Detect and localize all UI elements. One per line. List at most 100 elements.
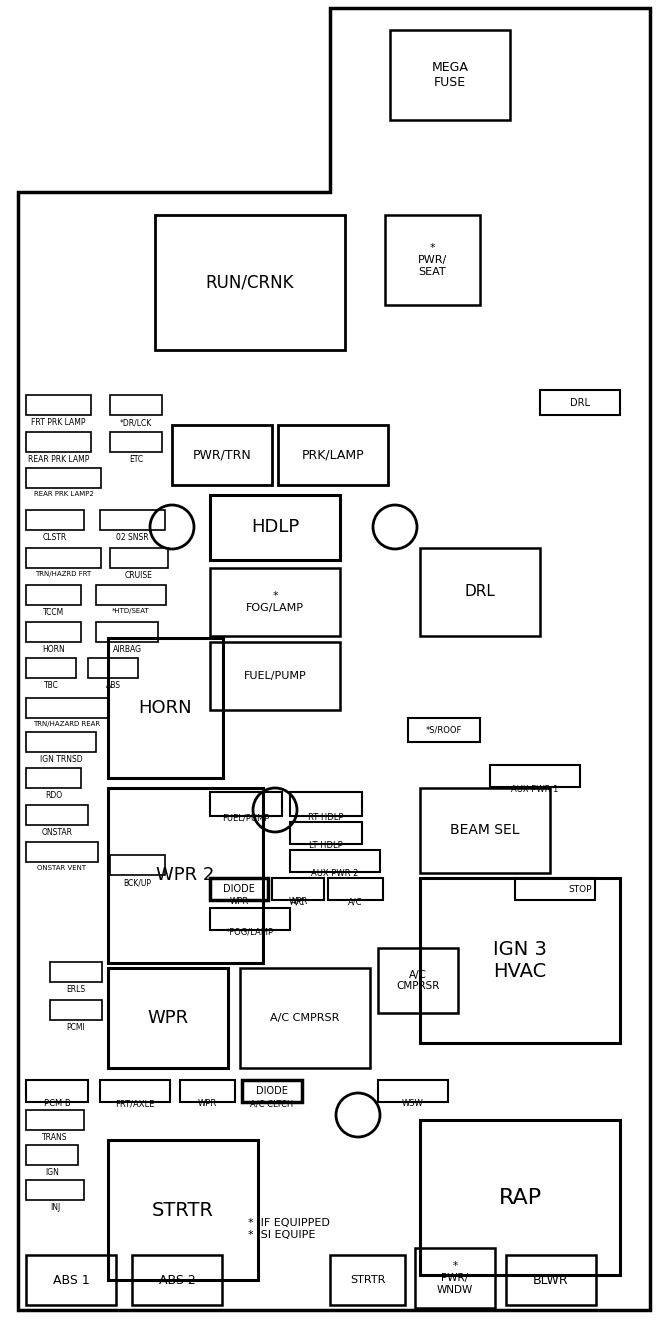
- Text: PRK/LAMP: PRK/LAMP: [302, 448, 364, 461]
- Bar: [96, 623, 158, 643]
- Text: FRT PRK LAMP: FRT PRK LAMP: [31, 419, 86, 427]
- Bar: [108, 1140, 258, 1280]
- Text: DRL: DRL: [570, 397, 590, 408]
- Bar: [50, 1000, 102, 1020]
- Bar: [420, 878, 620, 1042]
- Text: RT HDLP: RT HDLP: [308, 813, 344, 822]
- Bar: [506, 1254, 596, 1305]
- Bar: [290, 850, 380, 872]
- Text: DRL: DRL: [464, 584, 496, 600]
- Text: *
FOG/LAMP: * FOG/LAMP: [246, 592, 304, 613]
- Bar: [420, 548, 540, 636]
- Text: *
PWR/
SEAT: * PWR/ SEAT: [418, 244, 447, 277]
- Bar: [272, 878, 324, 900]
- Text: WPR: WPR: [229, 897, 248, 906]
- Bar: [26, 1180, 84, 1200]
- Bar: [180, 1080, 235, 1102]
- Text: MEGA
FUSE: MEGA FUSE: [432, 61, 468, 89]
- Bar: [240, 968, 370, 1068]
- Bar: [290, 822, 362, 844]
- Bar: [26, 468, 101, 488]
- Text: LT HDLP: LT HDLP: [309, 841, 343, 850]
- Bar: [540, 391, 620, 415]
- Bar: [108, 968, 228, 1068]
- Text: TBC: TBC: [43, 681, 58, 690]
- Bar: [26, 1110, 84, 1130]
- Text: TRN/HAZRD FRT: TRN/HAZRD FRT: [35, 571, 92, 577]
- Bar: [26, 768, 81, 788]
- Text: HORN: HORN: [42, 645, 65, 655]
- Text: PCM B: PCM B: [43, 1100, 70, 1109]
- Text: IGN: IGN: [45, 1168, 59, 1177]
- Text: IGN TRNSD: IGN TRNSD: [39, 754, 82, 764]
- Text: RAP: RAP: [498, 1188, 542, 1208]
- Bar: [172, 425, 272, 485]
- Text: FUEL/PUMP: FUEL/PUMP: [222, 813, 270, 822]
- Bar: [328, 878, 383, 900]
- Text: *
PWR/
WNDW: * PWR/ WNDW: [437, 1261, 473, 1294]
- Bar: [26, 805, 88, 825]
- Text: REAR PRK LAMP: REAR PRK LAMP: [28, 455, 90, 464]
- Text: TRN/HAZARD REAR: TRN/HAZARD REAR: [33, 721, 101, 726]
- Text: FUEL/PUMP: FUEL/PUMP: [244, 670, 307, 681]
- Text: ABS 1: ABS 1: [53, 1273, 90, 1286]
- Text: BEAM SEL: BEAM SEL: [450, 824, 520, 837]
- Text: ABS: ABS: [106, 681, 120, 690]
- Text: TCCM: TCCM: [43, 608, 64, 617]
- Text: IGN 3
HVAC: IGN 3 HVAC: [493, 940, 547, 981]
- Bar: [110, 548, 168, 568]
- Text: HORN: HORN: [139, 698, 192, 717]
- Text: REAR PRK LAMP2: REAR PRK LAMP2: [33, 491, 94, 497]
- Text: WPR: WPR: [148, 1009, 188, 1026]
- Text: ETC: ETC: [129, 455, 143, 464]
- Bar: [290, 792, 362, 816]
- Bar: [26, 511, 84, 531]
- Bar: [26, 585, 81, 605]
- Bar: [278, 425, 388, 485]
- Bar: [390, 31, 510, 120]
- Bar: [26, 659, 76, 678]
- Text: AUX PWR 1: AUX PWR 1: [511, 785, 558, 794]
- Bar: [100, 1080, 170, 1102]
- Text: HDLP: HDLP: [251, 519, 299, 536]
- Text: AUX PWR 2: AUX PWR 2: [311, 869, 359, 878]
- Bar: [210, 908, 290, 930]
- Text: ERLS: ERLS: [66, 985, 86, 994]
- Bar: [96, 585, 166, 605]
- Text: CLSTR: CLSTR: [43, 533, 67, 543]
- Text: *S/ROOF: *S/ROOF: [426, 725, 462, 734]
- Text: A/C
CMPRSR: A/C CMPRSR: [396, 969, 440, 992]
- Text: *HTD/SEAT: *HTD/SEAT: [112, 608, 150, 615]
- Bar: [210, 792, 282, 816]
- Text: WSW: WSW: [402, 1100, 424, 1109]
- Bar: [490, 765, 580, 786]
- Text: RDO: RDO: [45, 790, 62, 800]
- Bar: [415, 1248, 495, 1308]
- Text: *FOG/LAMP: *FOG/LAMP: [226, 928, 274, 937]
- Text: *  IF EQUIPPED
*  SI EQUIPE: * IF EQUIPPED * SI EQUIPE: [248, 1218, 330, 1240]
- Bar: [408, 718, 480, 742]
- Text: TRANS: TRANS: [42, 1133, 67, 1142]
- Bar: [26, 432, 91, 452]
- Text: CRUISE: CRUISE: [125, 571, 153, 580]
- Bar: [242, 1080, 302, 1102]
- Bar: [26, 623, 81, 643]
- Text: WPR: WPR: [198, 1100, 217, 1109]
- Bar: [385, 215, 480, 305]
- Text: *DR/LCK: *DR/LCK: [120, 419, 152, 427]
- Text: WPR: WPR: [289, 897, 308, 906]
- Bar: [26, 732, 96, 752]
- Text: INJ: INJ: [50, 1202, 60, 1212]
- Bar: [515, 878, 595, 900]
- Text: PCMI: PCMI: [67, 1022, 86, 1032]
- Bar: [210, 643, 340, 710]
- Bar: [108, 639, 223, 778]
- Text: A/C CLTCH: A/C CLTCH: [250, 1100, 294, 1109]
- Bar: [26, 1145, 78, 1165]
- Text: DIODE: DIODE: [223, 884, 255, 894]
- Bar: [110, 432, 162, 452]
- Text: A/C: A/C: [348, 897, 363, 906]
- Bar: [108, 788, 263, 962]
- Text: ABS 2: ABS 2: [158, 1273, 195, 1286]
- Text: FRT/AXLE: FRT/AXLE: [116, 1100, 155, 1109]
